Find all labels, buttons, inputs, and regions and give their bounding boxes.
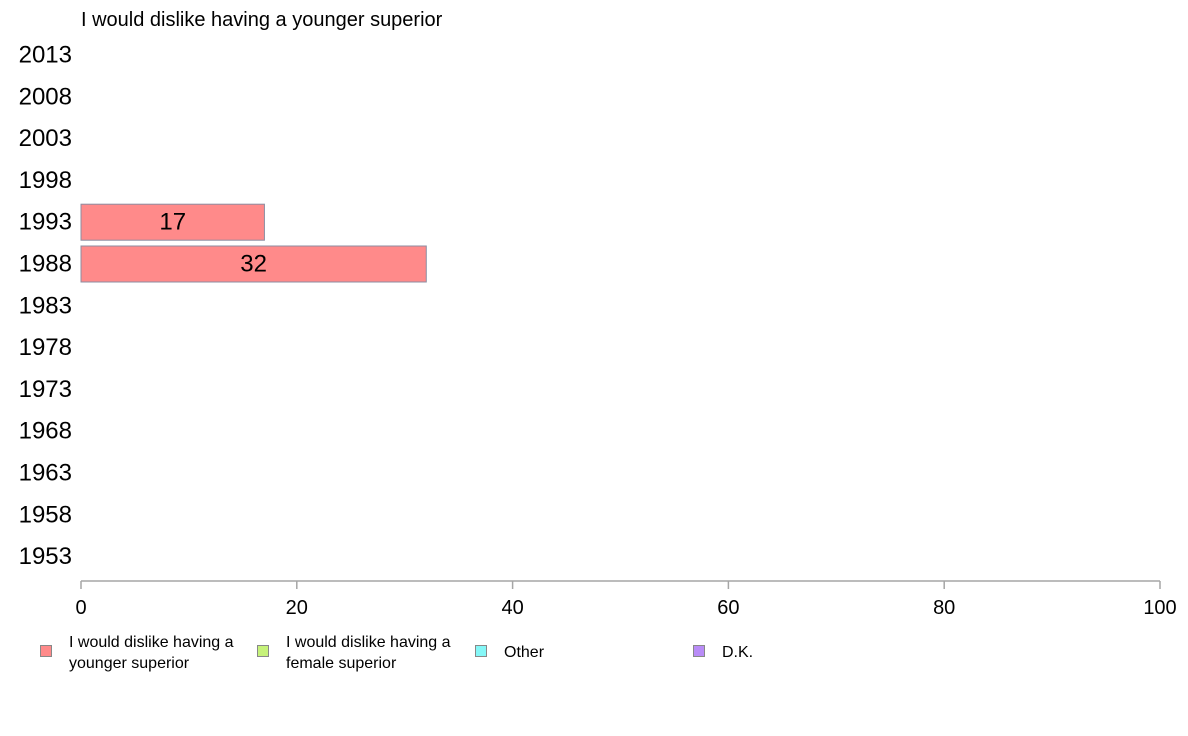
- x-tick-label: 40: [501, 597, 523, 619]
- y-tick-label: 1968: [19, 418, 72, 445]
- legend-swatch-other: [475, 645, 487, 657]
- x-axis: 0 20 40 60 80 100: [75, 580, 1177, 619]
- x-tick-label: 0: [75, 597, 86, 619]
- legend-label: D.K.: [722, 644, 754, 661]
- y-tick-label: 2003: [19, 125, 72, 152]
- y-tick-label: 1973: [19, 376, 72, 403]
- chart-title: I would dislike having a younger superio…: [81, 9, 443, 31]
- bar-1993: [80, 203, 265, 241]
- legend-swatch-younger-superior: [40, 645, 52, 657]
- y-tick-label: 1988: [19, 251, 72, 278]
- y-tick-label: 1993: [19, 209, 72, 236]
- legend-swatch-dk: [693, 645, 705, 657]
- y-tick-label: 1958: [19, 501, 72, 528]
- legend-swatch-female-superior: [257, 645, 269, 657]
- legend-label: I would dislike having a younger superio…: [69, 634, 234, 672]
- x-tick-label: 100: [1143, 597, 1176, 619]
- legend-item-younger-superior: I would dislike having a younger superio…: [40, 632, 249, 674]
- legend-label: Other: [504, 644, 545, 661]
- legend-item-dk: D.K.: [693, 632, 753, 663]
- x-tick-label: 80: [933, 597, 955, 619]
- y-tick-label: 1998: [19, 167, 72, 194]
- y-tick-label: 1983: [19, 292, 72, 319]
- y-axis-labels: 2013 2008 2003 1998 1993 1988 1983 1978 1973 1968…: [19, 42, 72, 571]
- legend-label: I would dislike having a female superior: [286, 634, 451, 672]
- bar-value-label: 32: [240, 251, 267, 278]
- bar-value-label: 17: [159, 209, 186, 236]
- legend-item-other: Other: [475, 632, 544, 663]
- y-tick-label: 1953: [19, 543, 72, 570]
- x-tick-label: 60: [717, 597, 739, 619]
- legend: I would dislike having a younger superio…: [40, 632, 1140, 682]
- y-tick-label: 1963: [19, 460, 72, 487]
- legend-item-female-superior: I would dislike having a female superior: [257, 632, 466, 674]
- x-tick-label: 20: [286, 597, 308, 619]
- y-tick-label: 2008: [19, 83, 72, 110]
- bar-1988: [80, 245, 427, 283]
- y-tick-label: 1978: [19, 334, 72, 361]
- y-tick-label: 2013: [19, 42, 72, 69]
